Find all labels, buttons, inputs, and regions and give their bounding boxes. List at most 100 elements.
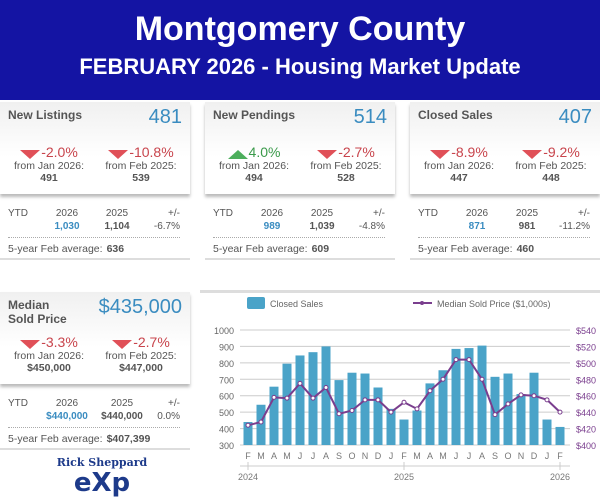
change-pct: -2.0% bbox=[41, 144, 78, 160]
month-label: A bbox=[271, 451, 277, 461]
five-year-average: 5-year Feb average: 636 bbox=[8, 243, 124, 255]
bar-closed-sales bbox=[399, 419, 409, 445]
left-tick-label: 300 bbox=[219, 441, 234, 451]
month-label: J bbox=[298, 451, 303, 461]
ytd-block: YTD 2026 871 2025 981 +/- -11.2% 5-year … bbox=[410, 202, 600, 260]
change-prev: 494 bbox=[245, 172, 263, 184]
change-pct: -10.8% bbox=[129, 144, 174, 160]
month-label: D bbox=[375, 451, 382, 461]
change-pct: -8.9% bbox=[451, 144, 488, 160]
arrow-up-icon bbox=[227, 149, 248, 159]
month-label: M bbox=[439, 451, 447, 461]
change-from: from Jan 2026: bbox=[13, 350, 85, 362]
point-median-price bbox=[466, 357, 472, 363]
point-median-price bbox=[271, 394, 277, 400]
ytd-label: YTD bbox=[213, 208, 233, 219]
avg-label: 5-year Feb average: bbox=[418, 243, 513, 255]
point-median-price bbox=[284, 395, 290, 401]
month-label: J bbox=[467, 451, 472, 461]
bar-closed-sales bbox=[464, 348, 474, 445]
change-from: from Feb 2025: bbox=[105, 350, 177, 362]
month-label: S bbox=[492, 451, 498, 461]
point-median-price bbox=[427, 388, 433, 394]
left-tick-label: 600 bbox=[219, 392, 234, 402]
right-tick-label: $500 bbox=[576, 359, 596, 369]
card-label: New Pendings bbox=[213, 108, 296, 122]
line-median-price bbox=[247, 358, 561, 427]
arrow-down-icon bbox=[108, 149, 129, 159]
point-median-price bbox=[258, 419, 264, 425]
bar-closed-sales bbox=[243, 422, 253, 445]
bar-closed-sales bbox=[360, 373, 370, 445]
change-pct: -2.7% bbox=[133, 334, 170, 350]
change-prev: $450,000 bbox=[27, 362, 71, 374]
change-block: -2.7% from Feb 2025: 528 bbox=[300, 144, 392, 184]
avg-value: 460 bbox=[516, 243, 535, 255]
avg-label: 5-year Feb average: bbox=[8, 433, 103, 445]
bar-closed-sales bbox=[425, 383, 435, 445]
ytd-diff-label: +/- bbox=[373, 208, 385, 219]
page-subtitle: FEBRUARY 2026 - Housing Market Update bbox=[79, 54, 521, 79]
ytd-year2: 2025 bbox=[310, 208, 334, 219]
change-block: -2.7% from Feb 2025: $447,000 bbox=[95, 334, 187, 374]
ytd-value1: 871 bbox=[468, 221, 486, 232]
right-tick-label: $520 bbox=[576, 342, 596, 352]
arrow-down-icon bbox=[112, 339, 133, 349]
avg-label: 5-year Feb average: bbox=[8, 243, 103, 255]
ytd-value2: 1,039 bbox=[309, 221, 335, 232]
ytd-year1: 2026 bbox=[260, 208, 284, 219]
month-label: A bbox=[479, 451, 485, 461]
change-prev: 528 bbox=[337, 172, 355, 184]
change-pct: -3.3% bbox=[41, 334, 78, 350]
divider bbox=[8, 427, 180, 428]
point-median-price bbox=[414, 406, 420, 412]
ytd-value2: $440,000 bbox=[101, 411, 143, 422]
avg-value: 636 bbox=[106, 243, 125, 255]
left-tick-label: 1000 bbox=[214, 326, 234, 336]
bar-closed-sales bbox=[490, 376, 500, 445]
right-tick-label: $540 bbox=[576, 326, 596, 336]
change-pct: 4.0% bbox=[248, 144, 281, 160]
divider bbox=[213, 237, 385, 238]
year-label: 2025 bbox=[394, 472, 414, 482]
card-value: 407 bbox=[558, 106, 592, 128]
ytd-value1: 1,030 bbox=[54, 221, 80, 232]
month-label: J bbox=[545, 451, 550, 461]
legend-closed-sales: Closed Sales bbox=[270, 299, 324, 309]
month-label: O bbox=[504, 451, 511, 461]
month-label: O bbox=[348, 451, 355, 461]
arrow-down-icon bbox=[317, 149, 338, 159]
point-median-price bbox=[453, 357, 459, 363]
five-year-average: 5-year Feb average: 460 bbox=[418, 243, 534, 255]
right-tick-label: $420 bbox=[576, 425, 596, 435]
right-tick-label: $400 bbox=[576, 441, 596, 451]
ytd-diff-label: +/- bbox=[578, 208, 590, 219]
point-median-price bbox=[492, 412, 498, 418]
card-value: $435,000 bbox=[98, 296, 182, 318]
arrow-down-icon bbox=[20, 339, 41, 349]
avg-label: 5-year Feb average: bbox=[213, 243, 308, 255]
month-label: J bbox=[311, 451, 316, 461]
month-label: M bbox=[413, 451, 421, 461]
legend-median-price: Median Sold Price ($1,000s) bbox=[437, 299, 551, 309]
month-label: J bbox=[454, 451, 459, 461]
ytd-year1: 2026 bbox=[55, 398, 79, 409]
point-median-price bbox=[531, 393, 537, 399]
bar-closed-sales bbox=[542, 419, 552, 445]
month-label: F bbox=[557, 451, 563, 461]
bar-closed-sales bbox=[321, 346, 331, 445]
stat-card: New Pendings 514 4.0% from Jan 2026: 494… bbox=[205, 102, 395, 260]
point-median-price bbox=[245, 422, 251, 428]
five-year-average: 5-year Feb average: 609 bbox=[213, 243, 329, 255]
bar-closed-sales bbox=[516, 394, 526, 445]
card-label: Median Sold Price bbox=[8, 298, 67, 326]
bar-closed-sales bbox=[438, 370, 448, 445]
point-median-price bbox=[349, 408, 355, 413]
bar-closed-sales bbox=[269, 386, 279, 445]
change-prev: 539 bbox=[132, 172, 150, 184]
arrow-down-icon bbox=[522, 149, 543, 159]
point-median-price bbox=[310, 395, 316, 401]
point-median-price bbox=[505, 401, 511, 407]
month-label: S bbox=[336, 451, 342, 461]
ytd-block: YTD 2026 989 2025 1,039 +/- -4.8% 5-year… bbox=[205, 202, 395, 260]
